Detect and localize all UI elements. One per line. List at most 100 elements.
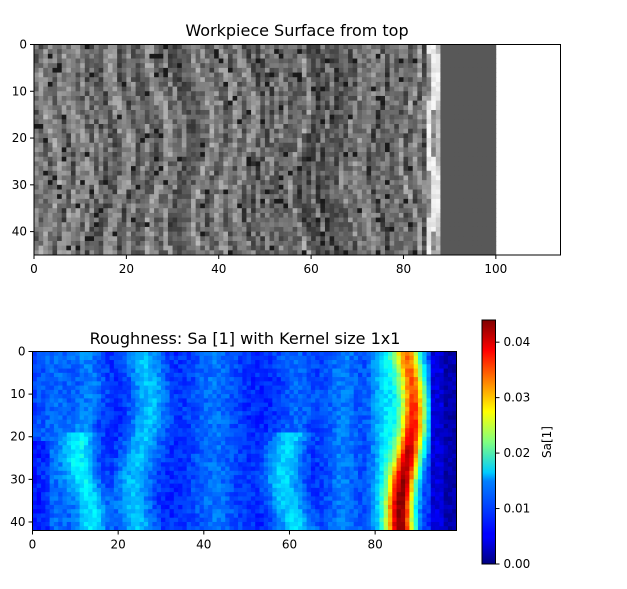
surface-cell (246, 189, 252, 195)
surface-cell (260, 67, 266, 73)
surface-cell (385, 133, 391, 139)
surface-cell (458, 217, 464, 223)
surface-cell (454, 226, 460, 233)
surface-cell (320, 180, 326, 186)
surface-cell (158, 175, 164, 181)
surface-cell (43, 109, 49, 116)
surface-cell (223, 95, 229, 102)
surface-cell (389, 208, 395, 214)
surface-cell (408, 240, 414, 247)
surface-cell (158, 231, 164, 237)
surface-cell (477, 222, 483, 228)
surface-cell (366, 128, 372, 134)
surface-cell (223, 212, 229, 218)
surface-cell (389, 236, 395, 242)
surface-cell (403, 180, 409, 186)
surface-cell (288, 67, 294, 73)
surface-cell (195, 170, 201, 176)
roughness-cell (75, 360, 81, 365)
surface-cell (301, 203, 307, 209)
surface-cell (486, 180, 492, 186)
surface-cell (389, 109, 395, 116)
surface-cell (218, 105, 224, 111)
surface-cell (98, 105, 104, 111)
surface-cell (94, 152, 100, 158)
roughness-cell (45, 368, 51, 374)
surface-cell (140, 212, 146, 218)
surface-cell (144, 245, 150, 251)
surface-cell (431, 86, 437, 92)
surface-cell (38, 77, 44, 83)
surface-cell (214, 208, 220, 214)
surface-cell (94, 100, 100, 106)
surface-cell (297, 133, 303, 139)
surface-cell (491, 198, 497, 204)
surface-cell (338, 208, 344, 214)
surface-cell (121, 198, 127, 204)
surface-cell (324, 245, 330, 251)
surface-cell (154, 44, 160, 50)
surface-cell (186, 250, 192, 256)
surface-cell (140, 184, 146, 190)
surface-cell (361, 208, 367, 214)
surface-cell (237, 119, 243, 125)
surface-cell (278, 72, 284, 78)
surface-cell (140, 170, 146, 176)
surface-cell (47, 226, 53, 233)
surface-cell (292, 184, 298, 190)
surface-cell (306, 63, 312, 69)
surface-cell (380, 77, 386, 83)
surface-cell (435, 240, 441, 247)
surface-cell (209, 240, 215, 247)
surface-cell (204, 95, 210, 102)
surface-cell (481, 198, 488, 204)
surface-cell (94, 231, 100, 237)
roughness-cell (92, 360, 98, 365)
surface-cell (440, 114, 446, 120)
surface-cell (385, 67, 391, 73)
surface-cell (408, 180, 414, 186)
surface-cell (214, 231, 220, 237)
surface-cell (472, 226, 478, 233)
surface-cell (191, 138, 197, 144)
x-tick-label: 100 (484, 262, 507, 276)
roughness-cell (186, 360, 192, 365)
surface-cell (421, 203, 427, 209)
surface-cell (204, 72, 210, 78)
surface-cell (431, 44, 437, 50)
surface-cell (472, 72, 478, 78)
surface-cell (107, 142, 113, 148)
surface-cell (264, 86, 270, 92)
surface-cell (135, 77, 141, 83)
surface-cell (454, 245, 460, 251)
surface-cell (283, 203, 289, 209)
surface-cell (348, 161, 354, 167)
surface-cell (195, 198, 201, 204)
surface-cell (84, 231, 90, 237)
surface-cell (177, 67, 183, 73)
surface-cell (43, 81, 49, 87)
surface-cell (481, 208, 488, 214)
surface-cell (431, 67, 437, 73)
surface-cell (297, 189, 303, 195)
surface-cell (237, 180, 243, 186)
surface-cell (149, 240, 155, 247)
surface-cell (112, 250, 118, 256)
surface-cell (241, 226, 247, 233)
surface-cell (320, 166, 326, 172)
surface-cell (195, 53, 201, 59)
roughness-cell (238, 351, 243, 357)
surface-cell (481, 109, 488, 116)
surface-cell (361, 44, 367, 50)
surface-cell (84, 49, 90, 55)
surface-cell (329, 180, 335, 186)
surface-cell (66, 170, 72, 176)
surface-cell (246, 119, 252, 125)
surface-cell (435, 81, 441, 87)
surface-cell (477, 147, 483, 153)
surface-cell (435, 161, 441, 167)
surface-cell (200, 184, 206, 190)
surface-cell (80, 67, 86, 73)
surface-cell (34, 72, 40, 78)
surface-cell (181, 226, 187, 233)
